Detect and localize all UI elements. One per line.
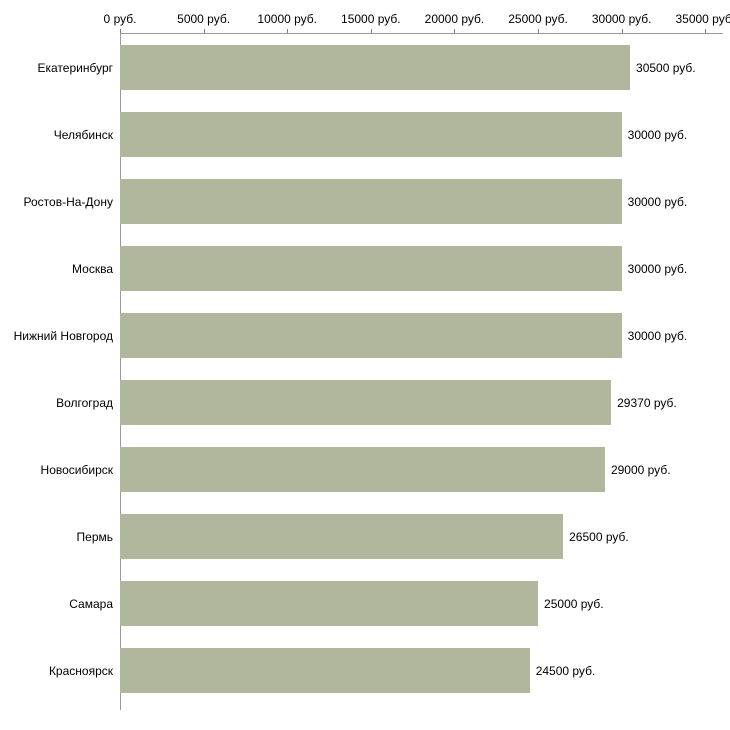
category-label: Волгоград [56, 395, 113, 410]
bar-row: Москва 30000 руб. [0, 235, 730, 302]
y-axis-line [120, 33, 121, 710]
bar-track: 30000 руб. [120, 313, 722, 358]
x-tick-label: 5000 руб. [177, 12, 231, 26]
x-tick-label: 35000 руб. [675, 12, 730, 26]
tick-mark [370, 29, 372, 33]
bar-row: Пермь 26500 руб. [0, 503, 730, 570]
tick-mark [203, 29, 205, 33]
bar-track: 26500 руб. [120, 514, 722, 559]
tick-mark [538, 29, 540, 33]
x-tick-label: 25000 руб. [508, 12, 568, 26]
bar-rows: Екатеринбург 30500 руб. Челябинск 30000 руб… [0, 34, 730, 704]
bar-track: 25000 руб. [120, 581, 722, 626]
category-label: Красноярск [48, 663, 113, 678]
bar [120, 246, 622, 291]
bar-track: 30000 руб. [120, 179, 722, 224]
value-label: 30000 руб. [627, 194, 688, 209]
tick-mark [705, 29, 707, 33]
bar-track: 29000 руб. [120, 447, 722, 492]
category-label: Нижний Новгород [13, 328, 113, 343]
value-label: 29000 руб. [610, 462, 671, 477]
bar-row: Самара 25000 руб. [0, 570, 730, 637]
bar-track: 29370 руб. [120, 380, 722, 425]
bar [120, 380, 612, 425]
category-label: Самара [69, 596, 113, 611]
x-axis: 0 руб. 5000 руб. 10000 руб. 15000 руб. 20000… [104, 0, 730, 33]
value-label: 26500 руб. [569, 529, 629, 544]
tick-mark [621, 29, 623, 33]
bar-track: 24500 руб. [120, 648, 722, 693]
bar-row: Новосибирск 29000 руб. [0, 436, 730, 503]
bar [120, 648, 530, 693]
tick-mark [454, 29, 456, 33]
tick-mark [120, 29, 121, 33]
value-label: 30000 руб. [627, 261, 688, 276]
x-tick-label: 30000 руб. [591, 12, 652, 26]
bar-row: Екатеринбург 30500 руб. [0, 34, 730, 101]
value-label: 30000 руб. [627, 127, 688, 142]
bar-row: Ростов-На-Дону 30000 руб. [0, 168, 730, 235]
tick-mark [287, 29, 289, 33]
category-label: Екатеринбург [37, 60, 114, 75]
bar-track: 30000 руб. [120, 112, 722, 157]
x-axis-line [120, 33, 723, 34]
bar [120, 179, 622, 224]
value-label: 30500 руб. [636, 60, 696, 75]
value-label: 24500 руб. [535, 663, 596, 678]
bar [120, 447, 605, 492]
bar [120, 514, 564, 559]
x-tick-label: 0 руб. [103, 12, 137, 26]
x-tick-label: 10000 руб. [257, 12, 318, 26]
x-tick-label: 15000 руб. [341, 12, 401, 26]
category-label: Пермь [76, 529, 113, 544]
bar [120, 45, 631, 90]
bar-row: Челябинск 30000 руб. [0, 101, 730, 168]
value-label: 30000 руб. [627, 328, 688, 343]
bar [120, 112, 622, 157]
category-label: Москва [72, 261, 113, 276]
bar-row: Красноярск 24500 руб. [0, 637, 730, 704]
category-label: Новосибирск [40, 462, 113, 477]
bar [120, 313, 622, 358]
category-label: Челябинск [53, 127, 113, 142]
bar-row: Нижний Новгород 30000 руб. [0, 302, 730, 369]
value-label: 29370 руб. [617, 395, 677, 410]
x-tick-label: 20000 руб. [424, 12, 485, 26]
category-label: Ростов-На-Дону [23, 194, 113, 209]
bar-track: 30000 руб. [120, 246, 722, 291]
bar-row: Волгоград 29370 руб. [0, 369, 730, 436]
bar-track: 30500 руб. [120, 45, 722, 90]
value-label: 25000 руб. [544, 596, 604, 611]
bar [120, 581, 539, 626]
